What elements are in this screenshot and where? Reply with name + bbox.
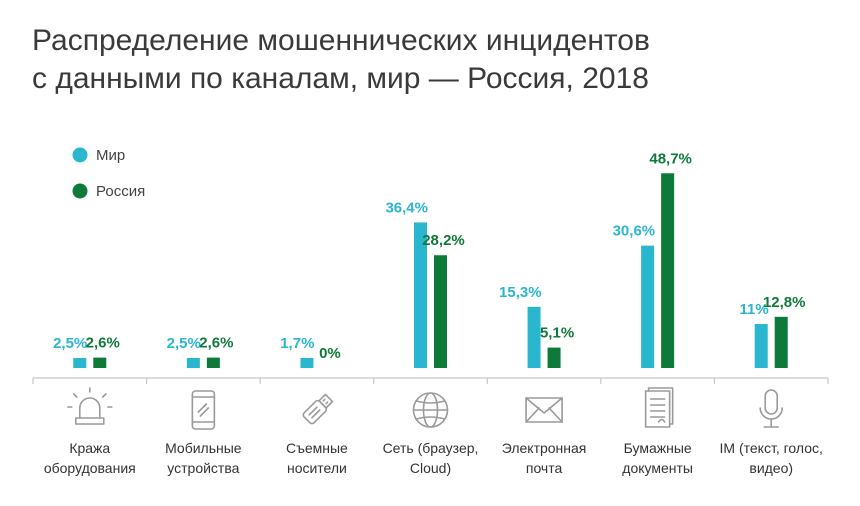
microphone-icon — [759, 389, 784, 428]
category-label: документы — [622, 460, 693, 476]
bar-world — [300, 358, 314, 368]
data-label-russia: 0% — [319, 345, 341, 362]
category-label: видео) — [749, 460, 793, 476]
chart-title-line-2: с данными по каналам, мир — Россия, 2018 — [32, 62, 649, 95]
category-label: Электронная — [502, 440, 587, 456]
data-label-russia: 2,6% — [199, 335, 233, 352]
bar-russia — [93, 357, 107, 368]
bar-world — [186, 358, 200, 368]
legend-label-0: Мир — [96, 147, 125, 164]
data-label-russia: 12,8% — [763, 294, 806, 311]
bar-russia — [774, 316, 788, 368]
data-label-russia: 2,6% — [86, 335, 120, 352]
data-label-world: 2,5% — [167, 335, 201, 352]
data-label-russia: 5,1% — [540, 325, 574, 342]
bar-world — [73, 358, 87, 368]
globe-icon — [412, 392, 449, 428]
bar-world — [754, 324, 768, 368]
legend-label-1: Россия — [96, 183, 145, 200]
smartphone-icon — [191, 390, 216, 430]
bar-russia — [206, 357, 220, 368]
bar-russia — [434, 255, 447, 368]
data-label-world: 30,6% — [613, 223, 656, 240]
bar-russia — [547, 347, 561, 368]
bar-russia — [661, 173, 675, 368]
data-label-world: 15,3% — [499, 284, 542, 301]
chart-title-line-1: Распределение мошеннических инцидентов — [32, 24, 650, 57]
bar-world — [641, 245, 655, 368]
category-label: Бумажные — [624, 440, 692, 456]
category-label: оборудования — [44, 460, 136, 476]
data-label-world: 2,5% — [53, 335, 87, 352]
chart-title: Распределение мошеннических инцидентов с… — [32, 22, 650, 98]
data-label-russia: 48,7% — [649, 150, 692, 167]
usb-drive-icon — [302, 393, 334, 425]
category-label: IM (текст, голос, — [720, 440, 823, 456]
data-label-world: 36,4% — [385, 199, 428, 216]
siren-icon — [66, 387, 113, 425]
category-label: Кража — [69, 440, 110, 456]
category-label: Сеть (браузер, — [383, 440, 479, 456]
bar-world — [527, 306, 541, 368]
category-label: носители — [287, 460, 347, 476]
data-label-world: 11% — [740, 301, 769, 318]
envelope-icon — [525, 397, 563, 423]
legend-swatch-1 — [72, 183, 88, 199]
bar-world — [414, 222, 427, 368]
category-label: Мобильные — [165, 440, 242, 456]
category-label: Съемные — [286, 440, 348, 456]
data-label-world: 1,7% — [280, 335, 314, 352]
category-label: почта — [526, 460, 563, 476]
data-label-russia: 28,2% — [422, 232, 465, 249]
document-icon — [644, 387, 674, 428]
legend-swatch-0 — [72, 147, 88, 163]
category-label: устройства — [167, 460, 239, 476]
category-label: Cloud) — [410, 460, 451, 476]
